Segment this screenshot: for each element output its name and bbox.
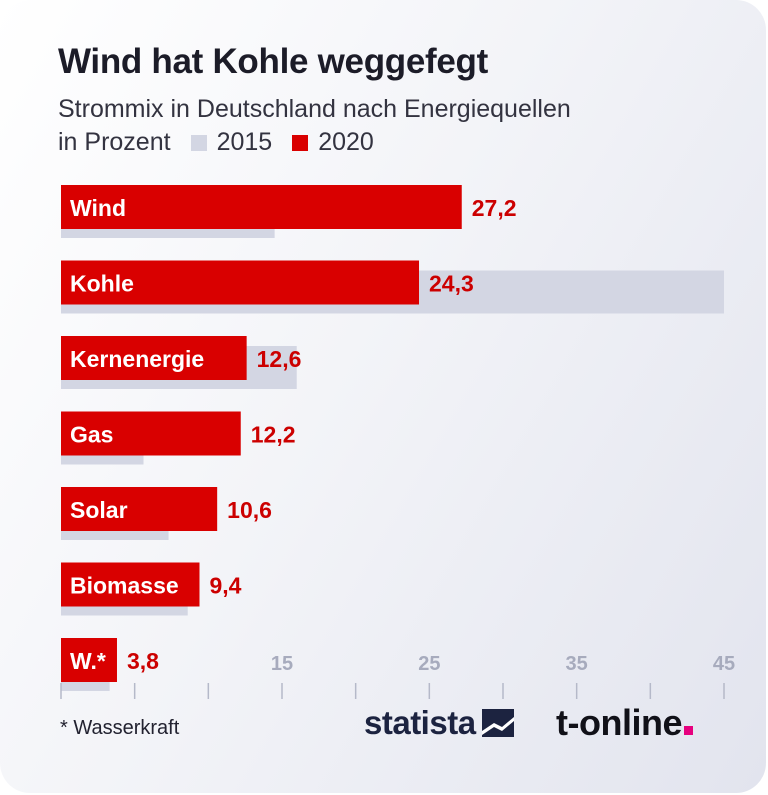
bar-2020-solar	[61, 487, 218, 531]
tonline-logo: t-online	[556, 702, 693, 744]
value-label-wind: 27,2	[472, 195, 517, 221]
statista-logo-icon	[481, 709, 514, 737]
category-label-w: W.*	[70, 648, 106, 674]
chart-subtitle: Strommix in Deutschland nach Energiequel…	[58, 95, 571, 123]
legend-swatch-2020	[292, 134, 309, 151]
unit-label: in Prozent	[58, 128, 171, 156]
value-label-kernenergie: 12,6	[257, 346, 302, 372]
tonline-wordmark: t-online	[556, 702, 682, 743]
chart-title: Wind hat Kohle weggefegt	[58, 42, 488, 81]
bar-chart: Wind 27,2 Kohle 24,3 Kernenergie 12,6 Gas 12,2 S…	[60, 185, 735, 699]
bar-2020-kohle	[61, 260, 420, 305]
value-label-biomasse: 9,4	[209, 573, 241, 599]
bar-2020-w	[61, 638, 117, 682]
category-label-kohle: Kohle	[70, 271, 134, 297]
category-label-kernenergie: Kernenergie	[70, 346, 204, 372]
statista-wordmark: statista	[364, 704, 476, 741]
x-tick-label-25: 25	[418, 653, 440, 675]
bar-2020-kernenergie	[61, 336, 247, 380]
value-label-gas: 12,2	[251, 422, 296, 448]
bar-2020-wind	[61, 185, 462, 229]
category-label-wind: Wind	[70, 195, 126, 221]
x-tick-label-45: 45	[713, 653, 735, 675]
legend-label-2015: 2015	[216, 128, 273, 156]
footnote: * Wasserkraft	[60, 717, 180, 739]
legend-swatch-2015	[190, 134, 207, 151]
category-label-solar: Solar	[70, 497, 128, 523]
bar-2020-gas	[61, 411, 241, 456]
bar-2020-biomasse	[61, 562, 200, 607]
value-label-solar: 10,6	[227, 497, 272, 523]
statista-logo: statista	[364, 704, 514, 742]
value-label-kohle: 24,3	[429, 271, 474, 297]
legend-row: in Prozent 2015 2020	[58, 128, 374, 157]
x-tick-label-15: 15	[271, 653, 293, 675]
tonline-dot-icon	[683, 726, 693, 735]
category-label-gas: Gas	[70, 422, 113, 448]
legend-label-2020: 2020	[318, 128, 374, 156]
category-label-biomasse: Biomasse	[70, 573, 179, 599]
x-tick-label-35: 35	[566, 653, 588, 675]
value-label-w: 3,8	[127, 648, 159, 674]
